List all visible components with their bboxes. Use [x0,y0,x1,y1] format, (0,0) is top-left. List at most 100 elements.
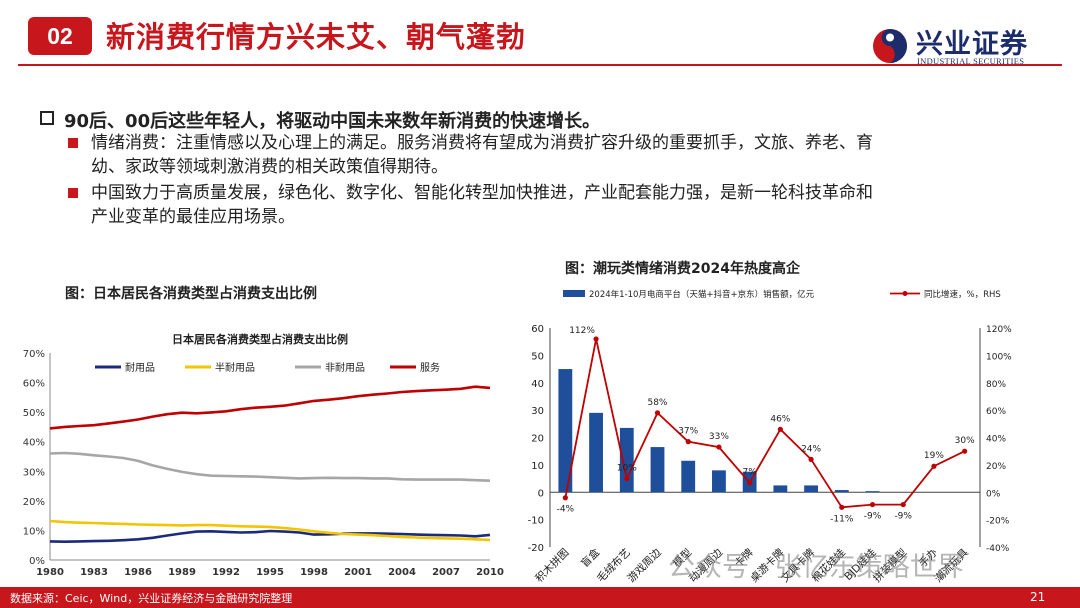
right-y-tick-label: 20% [986,462,1006,472]
x-tick-label: 2004 [388,567,416,578]
y-tick-label: 60% [23,379,45,390]
legend-label: 耐用品 [125,361,155,374]
right-y-tick-label: 40% [986,435,1006,445]
sub-bullet-high-quality-development: 中国致力于高质量发展，绿色化、数字化、智能化转型加快推进，产业配套能力强，是新一… [68,181,1038,229]
x-tick-label: 1995 [256,567,284,578]
header-divider [18,64,1062,66]
series-line-半耐用品 [49,519,491,542]
x-tick-label: 2001 [344,567,372,578]
sub-bullet-2-line-1: 中国致力于高质量发展，绿色化、数字化、智能化转型加快推进，产业配套能力强，是新一… [91,183,873,203]
growth-data-label: 33% [709,432,729,442]
growth-data-label: 19% [924,451,944,461]
growth-data-label: 10% [617,464,637,474]
legend-label: 非耐用品 [325,361,365,374]
right-y-tick-label: 100% [986,352,1012,362]
main-bullet: 90后、00后这些年轻人，将驱动中国未来数年新消费的快速增长。 [40,107,600,133]
x-tick-label: 1983 [80,567,108,578]
legend-label: 半耐用品 [215,361,255,374]
growth-line [564,338,965,509]
bar-文具卡牌 [804,485,818,493]
legend-line-marker [902,291,908,296]
x-tick-label: 1986 [124,567,152,578]
watermark: 公众号 · 张忆东策略世界 [668,552,964,583]
growth-point [962,448,968,454]
growth-point [685,439,691,445]
right-y-tick-label: -20% [986,517,1010,527]
series-line-服务 [49,385,491,430]
japan-consumption-line-chart: 日本居民各消费类型占消费支出比例 0% 10% 20% 30% 40% 50% 60% 70% 1… [23,332,504,578]
legend-bar-label: 2024年1-10月电商平台（天猫+抖音+京东）销售额，亿元 [589,289,815,300]
bar-棉花娃娃 [834,490,849,493]
growth-data-label: 7% [743,468,758,478]
left-y-tick-label: 0 [538,488,544,499]
growth-point [624,475,630,482]
bar-BJD娃娃 [865,491,880,493]
growth-point [808,456,814,462]
data-source: 数据来源：Ceic，Wind，兴业证券经济与金融研究院整理 [10,592,293,605]
page-title: 新消费行情方兴未艾、朝气蓬勃 [106,20,527,54]
y-tick-label: 50% [23,408,45,419]
legend-label: 服务 [420,361,440,374]
left-y-tick-label: 40 [531,379,544,390]
category-label: 盲盒 [578,546,602,570]
growth-data-label: 24% [801,444,821,454]
sub-bullet-emotional-consumption: 情绪消费：注重情感以及心理上的满足。服务消费将有望成为消费扩容升级的重要抓手，文… [68,131,1038,179]
growth-point [747,480,753,486]
growth-data-label: -4% [557,505,575,515]
x-tick-label: 1980 [36,567,64,578]
growth-data-label: 112% [569,326,595,336]
y-tick-label: 10% [23,526,45,537]
growth-data-label: -9% [894,512,912,522]
main-bullet-text: 90后、00后这些年轻人，将驱动中国未来数年新消费的快速增长。 [64,111,601,132]
bar-动漫周边 [712,470,726,493]
right-figure-caption: 图：潮玩类情绪消费2024年热度高企 [565,261,800,277]
series-line-耐用品 [49,529,491,543]
series-line-非耐用品 [49,451,491,482]
y-tick-label: 20% [23,497,45,508]
trendy-toy-bar-line-chart: 2024年1-10月电商平台（天猫+抖音+京东）销售额，亿元 同比增速，%，RHS… [528,289,1013,585]
footer-bar [0,587,1080,608]
growth-point [869,501,876,508]
sub-bullet-2-line-2: 产业变革的最佳应用场景。 [91,207,295,227]
right-y-tick-label: -40% [986,544,1010,554]
y-tick-label: 40% [23,438,45,449]
sub-bullet-1-line-2: 幼、家政等领域刺激消费的相关政策值得期待。 [91,157,448,177]
right-y-tick-label: 80% [986,380,1006,390]
growth-data-label: 37% [678,427,698,437]
growth-point [716,444,722,450]
square-bullet-icon [68,138,78,148]
left-y-tick-label: -20 [528,543,544,554]
category-label: 游戏周边 [625,546,664,585]
bar-桌游卡牌 [773,485,788,493]
legend-bar-swatch [563,290,585,297]
x-tick-label: 2007 [432,567,460,578]
growth-point [593,336,599,342]
checkbox-bullet-icon [40,111,54,125]
growth-data-label: -9% [864,512,882,522]
growth-point [654,410,661,416]
growth-data-label: -11% [830,514,854,524]
right-y-tick-label: 120% [986,325,1012,335]
y-tick-label: 70% [23,349,45,360]
left-y-tick-label: 20 [531,434,544,445]
x-tick-label: 1992 [212,567,240,578]
bar-积木拼图 [558,369,573,493]
legend-line-label: 同比增速，%，RHS [924,289,1001,300]
growth-data-label: 46% [770,414,790,424]
growth-data-label: 58% [647,398,667,408]
left-y-tick-label: 30 [531,406,544,417]
x-tick-label: 2010 [476,567,504,578]
logo-english-name: INDUSTRIAL SECURITIES [917,56,1025,66]
x-tick-label: 1998 [300,567,328,578]
growth-point [777,426,783,432]
y-tick-label: 30% [23,467,45,478]
square-bullet-icon [68,188,78,198]
growth-point [931,463,937,469]
left-figure-caption: 图：日本居民各消费类型占消费支出比例 [65,286,317,302]
right-y-tick-label: 0% [986,489,1001,499]
bar-游戏周边 [650,447,665,493]
bar-毛绒布艺 [619,427,634,493]
left-y-tick-label: 10 [531,461,544,472]
logo-mark-icon [873,29,907,63]
growth-point [562,495,568,501]
